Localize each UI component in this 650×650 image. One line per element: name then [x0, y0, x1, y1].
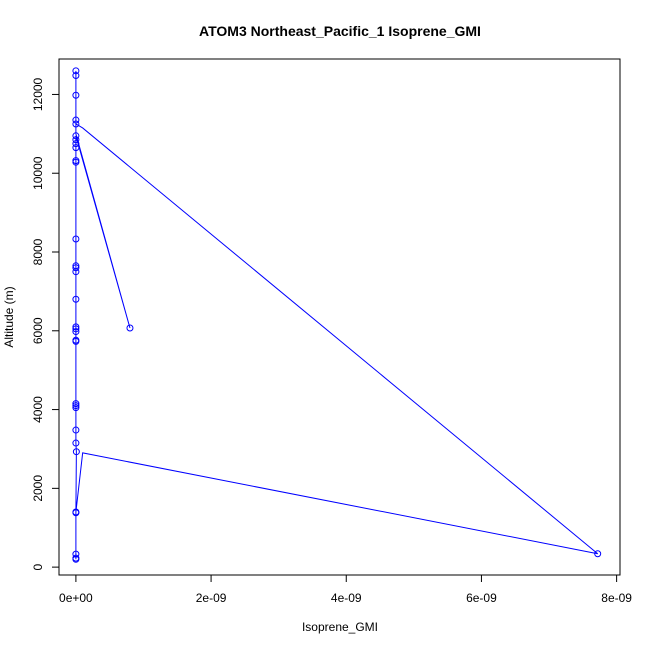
y-tick-label: 2000 — [31, 475, 45, 502]
y-tick-label: 0 — [31, 563, 45, 570]
data-point — [72, 264, 80, 272]
data-point — [72, 323, 80, 331]
plot-frame — [58, 58, 621, 576]
data-point — [72, 120, 80, 128]
x-tick-label: 6e-09 — [466, 591, 497, 605]
data-point — [72, 328, 80, 336]
y-tick-label: 10000 — [31, 156, 45, 190]
data-point — [72, 140, 80, 148]
data-point — [72, 325, 80, 333]
y-axis-label: Altitude (m) — [2, 286, 16, 347]
data-point — [594, 550, 602, 558]
data-point — [72, 508, 80, 516]
x-tick-label: 4e-09 — [331, 591, 362, 605]
x-axis: 0e+00 2e-09 4e-09 6e-09 8e-09 — [59, 574, 632, 605]
series-line — [75, 70, 599, 560]
x-tick-label: 8e-09 — [601, 591, 632, 605]
data-point — [72, 136, 80, 144]
data-point — [72, 550, 80, 558]
series-layer — [72, 67, 602, 563]
data-point — [72, 144, 80, 152]
data-point — [72, 426, 80, 434]
data-point — [72, 404, 80, 412]
data-point — [126, 324, 134, 332]
data-point — [72, 295, 80, 303]
data-point — [72, 235, 80, 243]
chart-title: ATOM3 Northeast_Pacific_1 Isoprene_GMI — [199, 23, 481, 39]
data-point — [72, 400, 80, 408]
y-tick-label: 6000 — [31, 317, 45, 344]
data-point — [72, 116, 80, 124]
y-tick-label: 12000 — [31, 77, 45, 111]
data-point — [72, 91, 80, 99]
data-point — [72, 402, 80, 410]
data-point — [72, 132, 80, 140]
x-axis-label: Isoprene_GMI — [302, 620, 378, 634]
data-point — [72, 554, 80, 562]
y-axis: 0 2000 4000 6000 8000 10000 12000 — [31, 77, 60, 570]
data-point — [72, 439, 80, 447]
x-tick-label: 0e+00 — [59, 591, 93, 605]
data-point — [72, 157, 80, 165]
y-tick-label: 8000 — [31, 238, 45, 265]
data-point — [72, 448, 80, 456]
data-point — [72, 336, 80, 344]
data-point — [72, 72, 80, 80]
data-point — [72, 262, 80, 270]
y-tick-label: 4000 — [31, 396, 45, 423]
data-point — [72, 67, 80, 75]
x-tick-label: 2e-09 — [196, 591, 227, 605]
